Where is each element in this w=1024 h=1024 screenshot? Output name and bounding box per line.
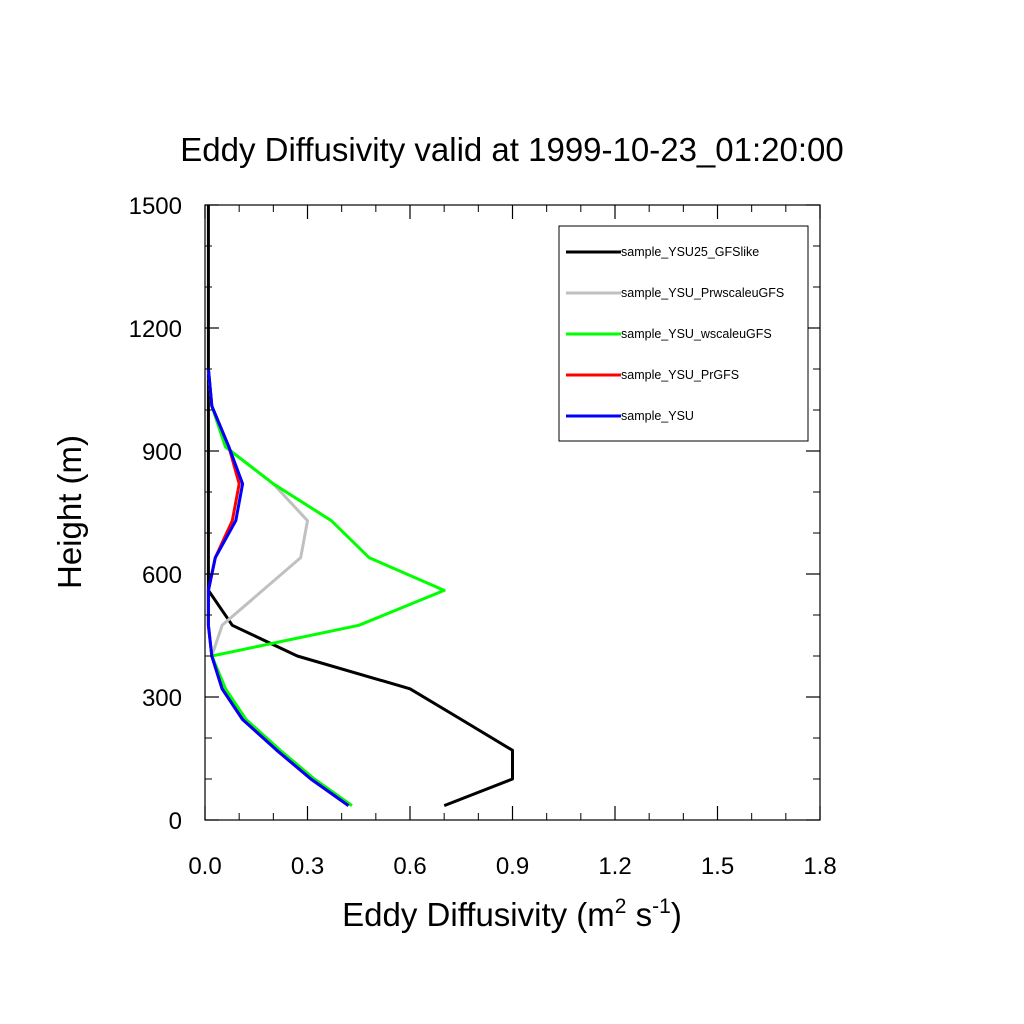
x-tick-label: 1.8 bbox=[803, 853, 836, 880]
series-line-sample_YSU25_GFSlike bbox=[206, 205, 514, 807]
x-tick-label: 0.3 bbox=[291, 853, 324, 880]
series-layer bbox=[206, 205, 514, 807]
y-tick-label: 600 bbox=[142, 562, 182, 589]
series-line-sample_YSU bbox=[206, 368, 350, 807]
ticks-layer: 0.0 0.3 0.6 0.9 1.2 1.5 1.8 0 300 600 900 1200 1500 bbox=[129, 193, 837, 880]
x-axis-label-sup2: -1 bbox=[652, 895, 671, 918]
y-tick-label: 300 bbox=[142, 685, 182, 712]
series-line-sample_YSU_PrwscaleuGFS bbox=[206, 368, 353, 807]
legend-label: sample_YSU_PrGFS bbox=[621, 368, 739, 382]
legend-label: sample_YSU_PrwscaleuGFS bbox=[621, 286, 784, 300]
x-axis-label-prefix: Eddy Diffusivity (m bbox=[342, 896, 615, 933]
x-tick-label: 1.5 bbox=[701, 853, 734, 880]
plot-frame bbox=[204, 204, 821, 821]
legend: sample_YSU25_GFSlike sample_YSU_Prwscaleu… bbox=[558, 225, 809, 442]
legend-label: sample_YSU_wscaleuGFS bbox=[621, 327, 772, 341]
x-tick-label: 0.0 bbox=[188, 853, 221, 880]
series-line-sample_YSU_PrGFS bbox=[206, 368, 350, 807]
x-tick-label: 0.9 bbox=[496, 853, 529, 880]
legend-label: sample_YSU bbox=[621, 409, 694, 423]
y-axis-label: Height (m) bbox=[51, 435, 88, 589]
chart-title: Eddy Diffusivity valid at 1999-10-23_01:… bbox=[180, 131, 843, 168]
x-axis-label-suffix: ) bbox=[671, 896, 682, 933]
x-axis-label: Eddy Diffusivity (m2 s-1) bbox=[342, 895, 682, 933]
series-line-sample_YSU_wscaleuGFS bbox=[206, 368, 446, 807]
x-tick-label: 0.6 bbox=[393, 853, 426, 880]
legend-label: sample_YSU25_GFSlike bbox=[621, 245, 759, 259]
y-tick-label: 1500 bbox=[129, 193, 182, 220]
y-tick-label: 0 bbox=[169, 808, 182, 835]
x-tick-label: 1.2 bbox=[598, 853, 631, 880]
y-tick-label: 1200 bbox=[129, 316, 182, 343]
x-axis-label-mid: s bbox=[626, 896, 652, 933]
y-tick-label: 900 bbox=[142, 439, 182, 466]
x-axis-label-sup1: 2 bbox=[615, 895, 627, 918]
